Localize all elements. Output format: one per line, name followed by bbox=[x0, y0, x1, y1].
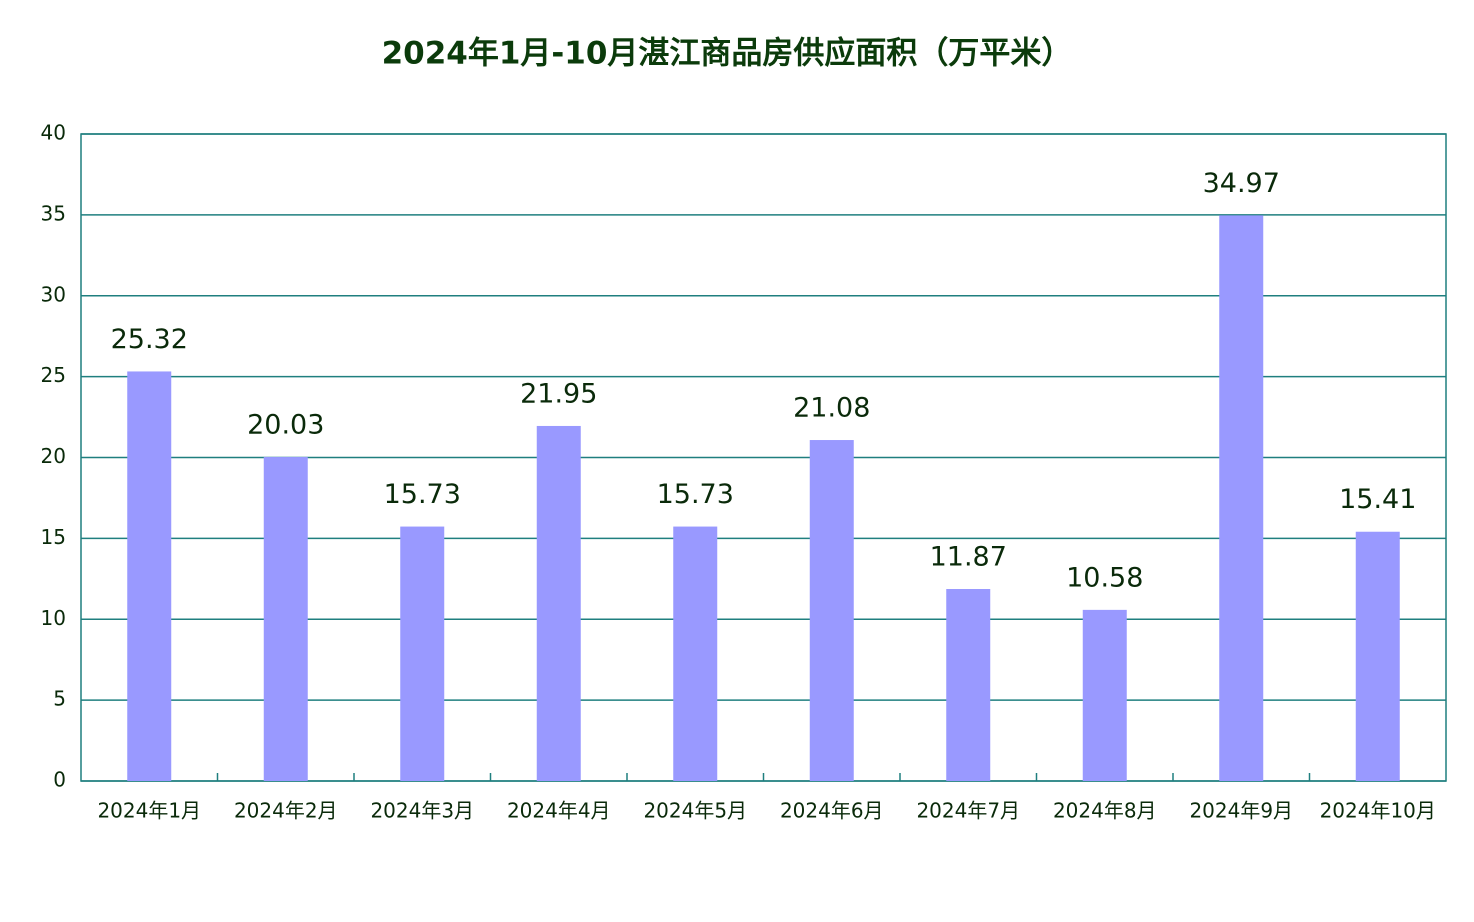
bar bbox=[536, 425, 581, 781]
y-tick-label: 15 bbox=[41, 525, 66, 549]
chart-title: 2024年1月-10月湛江商品房供应面积（万平米） bbox=[382, 36, 1073, 72]
x-tick-label: 2024年8月 bbox=[1053, 799, 1157, 823]
bar bbox=[1082, 609, 1127, 781]
bar bbox=[263, 457, 308, 781]
value-label: 15.73 bbox=[384, 479, 461, 510]
x-tick-label: 2024年9月 bbox=[1189, 799, 1293, 823]
value-label: 21.08 bbox=[793, 393, 870, 424]
x-tick-label: 2024年5月 bbox=[643, 799, 747, 823]
y-tick-label: 35 bbox=[41, 201, 66, 225]
x-tick-label: 2024年2月 bbox=[234, 799, 338, 823]
bar bbox=[673, 526, 718, 781]
x-tick-label: 2024年7月 bbox=[916, 799, 1020, 823]
value-label: 11.87 bbox=[930, 542, 1007, 573]
bar bbox=[127, 371, 172, 781]
x-tick-label: 2024年3月 bbox=[370, 799, 474, 823]
y-tick-label: 30 bbox=[41, 282, 66, 306]
value-label: 15.73 bbox=[657, 479, 734, 510]
bar bbox=[400, 526, 445, 781]
y-tick-label: 5 bbox=[53, 687, 66, 711]
bar bbox=[1355, 531, 1400, 781]
bar bbox=[1219, 215, 1264, 782]
y-tick-label: 0 bbox=[53, 768, 66, 792]
y-tick-label: 20 bbox=[41, 444, 66, 468]
value-label: 21.95 bbox=[520, 378, 597, 409]
bar bbox=[946, 589, 991, 781]
value-label: 34.97 bbox=[1203, 168, 1280, 199]
value-label: 25.32 bbox=[111, 324, 188, 355]
y-tick-label: 10 bbox=[41, 606, 66, 630]
value-label: 10.58 bbox=[1066, 562, 1143, 593]
y-tick-label: 40 bbox=[41, 121, 66, 145]
value-label: 20.03 bbox=[247, 410, 324, 441]
x-tick-label: 2024年10月 bbox=[1320, 799, 1436, 823]
x-tick-label: 2024年1月 bbox=[97, 799, 201, 823]
value-label: 15.41 bbox=[1339, 484, 1416, 515]
bar bbox=[809, 440, 854, 781]
x-tick-label: 2024年6月 bbox=[780, 799, 884, 823]
x-tick-label: 2024年4月 bbox=[507, 799, 611, 823]
y-tick-label: 25 bbox=[41, 363, 66, 387]
